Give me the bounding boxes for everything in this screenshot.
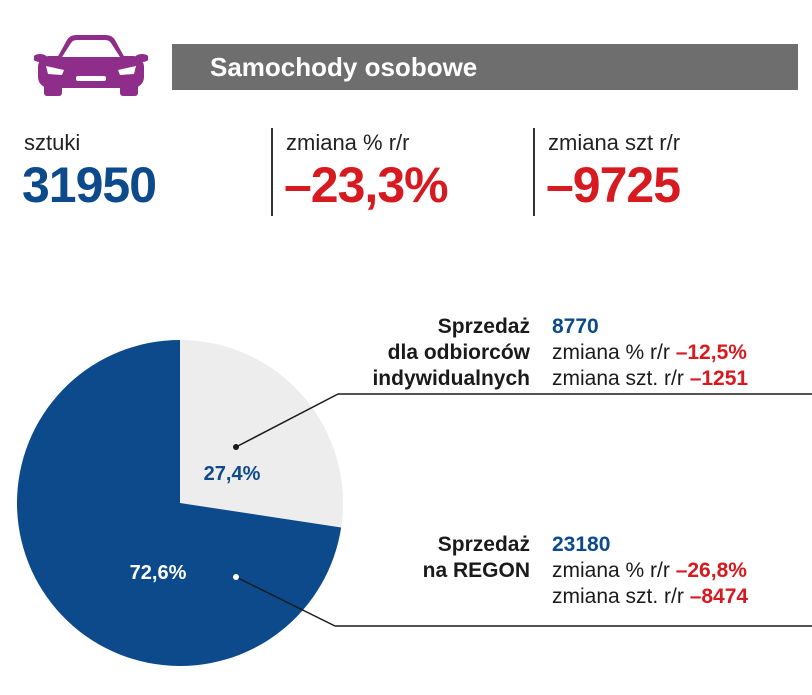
segment-value: 23180 <box>552 533 611 556</box>
stat-units-label: sztuki <box>24 130 81 155</box>
segment-units-label: zmiana szt. r/r <box>552 367 684 390</box>
stat-divider <box>271 128 273 216</box>
callout-line <box>235 576 336 627</box>
segment-title-line: indywidualnych <box>372 367 530 390</box>
segment-title-line: Sprzedaż <box>437 315 530 338</box>
car-icon <box>33 32 149 98</box>
segment-units-value: –1251 <box>689 367 749 390</box>
pie-chart: 27,4% 72,6% <box>16 340 812 666</box>
stat-pct-value: –23,3% <box>284 157 449 213</box>
stat-pct-label: zmiana % r/r <box>286 130 410 155</box>
callout-dot <box>233 574 239 580</box>
segment-individual-stats: 8770 zmiana % r/r –12,5% zmiana szt. r/r… <box>552 314 748 392</box>
segment-title-line: dla odbiorców <box>387 341 530 364</box>
segment-title-line: na REGON <box>422 559 530 582</box>
segment-pct-value: –26,8% <box>675 559 747 582</box>
segment-pct-value: –12,5% <box>675 341 747 364</box>
pie-slice-1 <box>16 340 342 666</box>
stat-divider <box>533 128 535 216</box>
page-title: Samochody osobowe <box>172 44 798 90</box>
segment-pct-label: zmiana % r/r <box>552 559 670 582</box>
segment-individual-title: Sprzedaż dla odbiorców indywidualnych <box>372 314 530 392</box>
stat-units-value: 31950 <box>22 157 157 213</box>
segment-pct-label: zmiana % r/r <box>552 341 670 364</box>
segment-value: 8770 <box>552 315 599 338</box>
callout-line <box>235 393 339 448</box>
slice-label: 27,4% <box>204 463 261 485</box>
segment-units-value: –8474 <box>689 585 749 608</box>
segment-regon-title: Sprzedaż na REGON <box>423 532 530 584</box>
segment-title-line: Sprzedaż <box>437 533 530 556</box>
segment-units-label: zmiana szt. r/r <box>552 585 684 608</box>
stat-diff-value: –9725 <box>546 157 681 213</box>
callout-dot <box>233 444 239 450</box>
slice-label: 72,6% <box>130 562 187 584</box>
stat-diff-label: zmiana szt r/r <box>548 130 681 155</box>
segment-regon-stats: 23180 zmiana % r/r –26,8% zmiana szt. r/… <box>552 532 748 610</box>
